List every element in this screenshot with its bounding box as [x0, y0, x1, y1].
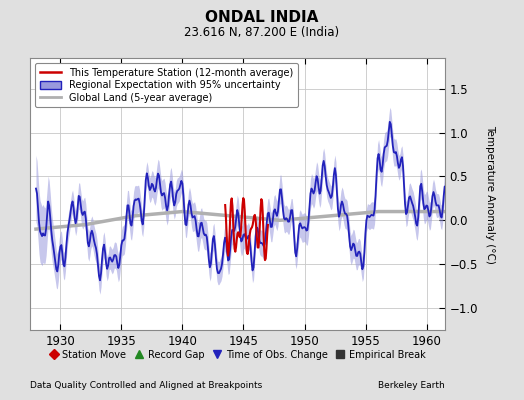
Text: ONDAL INDIA: ONDAL INDIA	[205, 10, 319, 25]
Legend: This Temperature Station (12-month average), Regional Expectation with 95% uncer: This Temperature Station (12-month avera…	[35, 63, 298, 108]
Text: Berkeley Earth: Berkeley Earth	[378, 381, 445, 390]
Y-axis label: Temperature Anomaly (°C): Temperature Anomaly (°C)	[485, 124, 495, 264]
Legend: Station Move, Record Gap, Time of Obs. Change, Empirical Break: Station Move, Record Gap, Time of Obs. C…	[46, 347, 429, 363]
Text: Data Quality Controlled and Aligned at Breakpoints: Data Quality Controlled and Aligned at B…	[30, 381, 262, 390]
Text: 23.616 N, 87.200 E (India): 23.616 N, 87.200 E (India)	[184, 26, 340, 39]
